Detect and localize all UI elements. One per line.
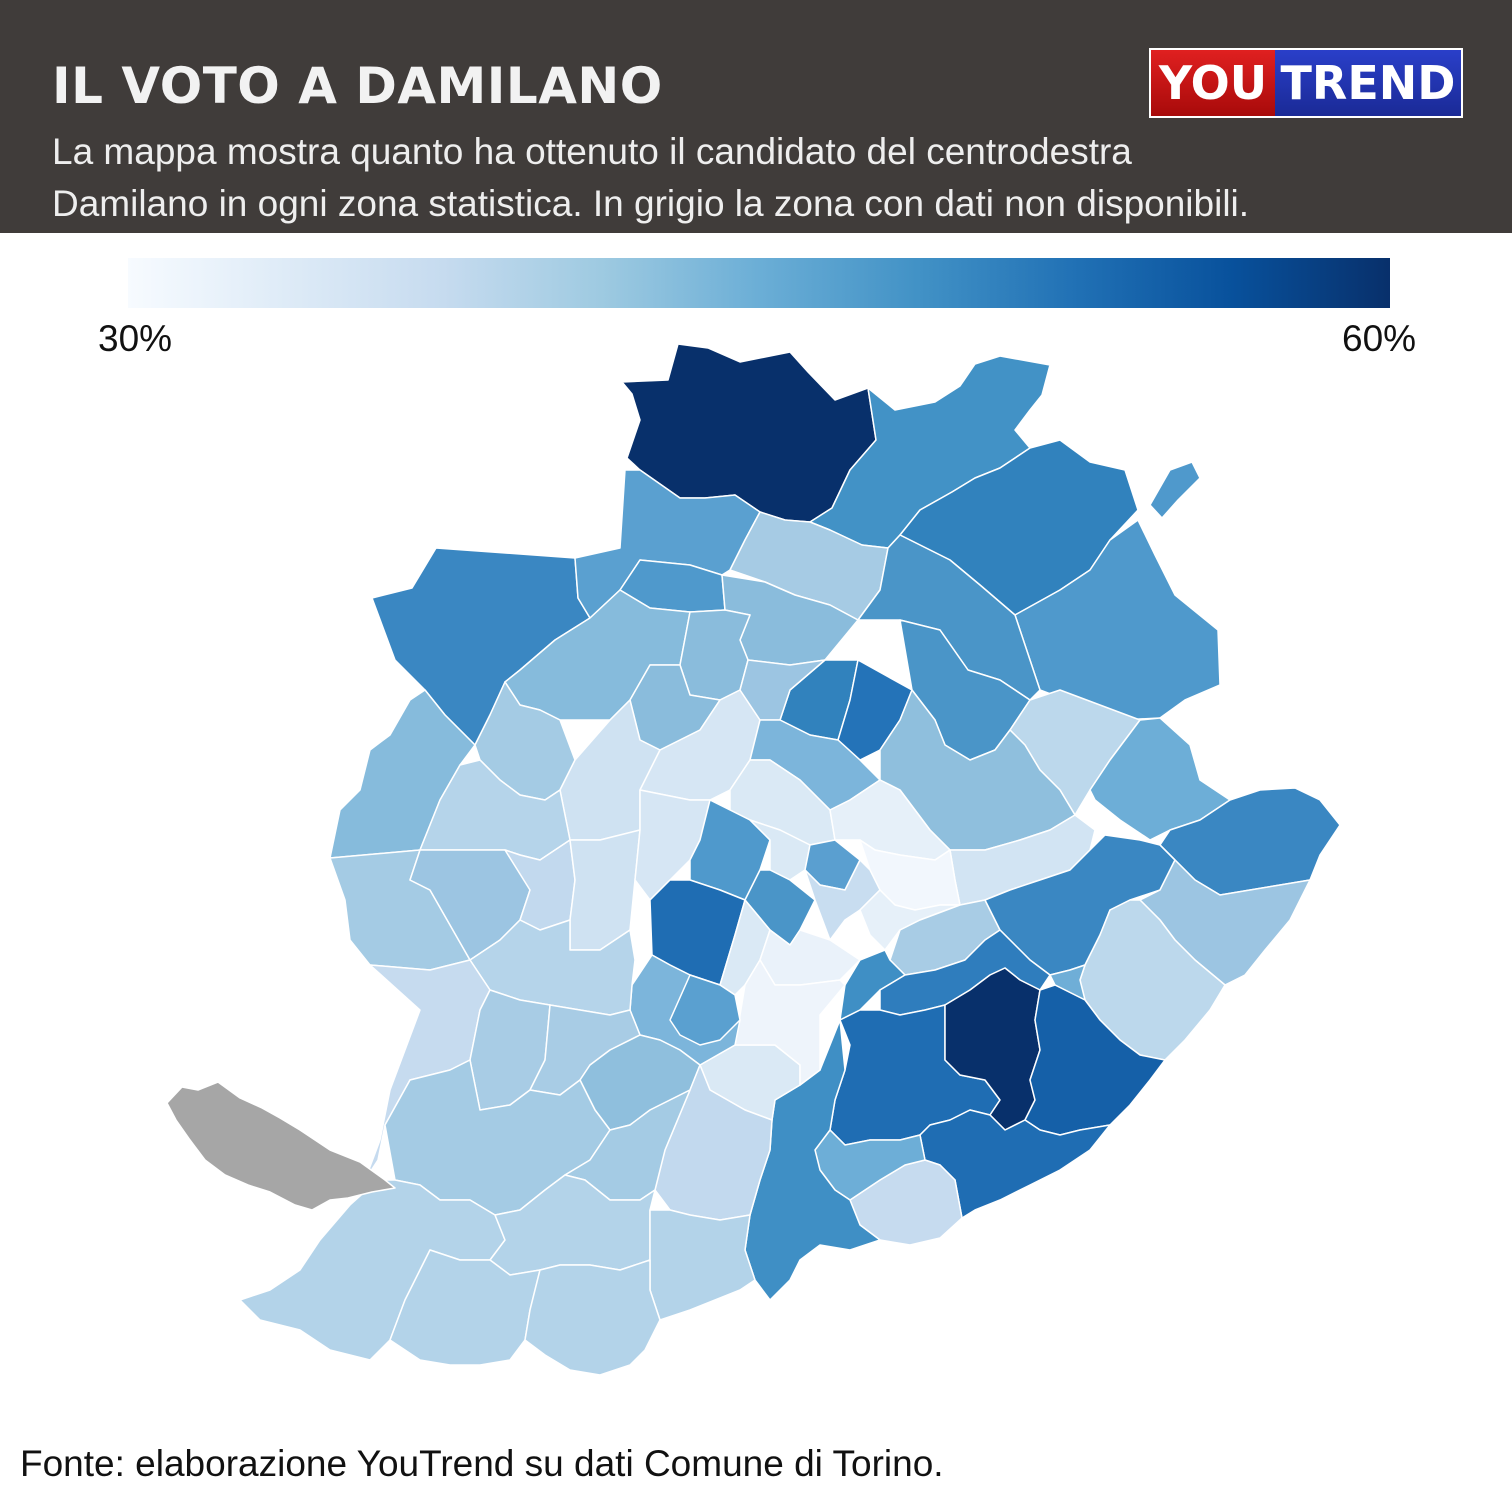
logo-part-you: YOU (1151, 50, 1275, 116)
map-zone (759, 929, 861, 986)
logo-part-trend: TREND (1275, 50, 1461, 116)
header-banner: IL VOTO A DAMILANO La mappa mostra quant… (0, 0, 1512, 233)
color-scale-gradient (128, 258, 1390, 308)
map-zone-no-data (166, 1081, 396, 1211)
scale-min-label: 30% (98, 318, 173, 359)
map-zone (734, 959, 846, 1086)
scale-max-label: 60% (1342, 318, 1417, 359)
map-zone (749, 819, 811, 881)
youtrend-logo: YOU TREND (1149, 48, 1463, 118)
source-note: Fonte: elaborazione YouTrend su dati Com… (20, 1443, 944, 1484)
map-zones (166, 343, 1341, 1376)
subtitle-line-1: La mappa mostra quanto ha ottenuto il ca… (52, 131, 1132, 172)
choropleth-map (166, 343, 1341, 1376)
map-zone (1139, 844, 1311, 986)
color-scale-bar (128, 258, 1390, 308)
map-zone (1149, 461, 1201, 519)
chart-title: IL VOTO A DAMILANO (52, 57, 663, 115)
map-zone (679, 609, 751, 701)
subtitle-line-2: Damilano in ogni zona statistica. In gri… (52, 183, 1250, 224)
map-zone (669, 974, 741, 1046)
map-zone (524, 1259, 661, 1376)
chart-subtitle: La mappa mostra quanto ha ottenuto il ca… (52, 126, 1492, 230)
map-zone (1024, 984, 1166, 1136)
map-zone (654, 1064, 773, 1221)
map-zone (649, 1209, 756, 1321)
